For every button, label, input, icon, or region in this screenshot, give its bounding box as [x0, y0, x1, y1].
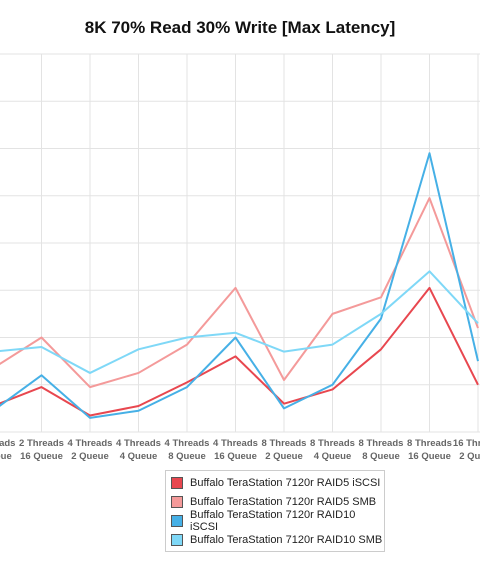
legend-swatch — [171, 514, 183, 527]
series-line — [0, 270, 479, 374]
x-tick-label: 4 Threads 8 Queue — [165, 438, 210, 462]
x-tick-label: 4 Threads 16 Queue — [213, 438, 258, 462]
legend-item[interactable]: Buffalo TeraStation 7120r RAID5 iSCSI — [166, 473, 384, 492]
legend-label: Buffalo TeraStation 7120r RAID5 SMB — [190, 495, 377, 508]
legend-item[interactable]: Buffalo TeraStation 7120r RAID10 SMB — [166, 530, 384, 549]
legend-swatch — [171, 476, 183, 489]
series-line — [0, 152, 479, 419]
legend-swatch — [171, 533, 183, 546]
x-tick-label: 8 Threads 8 Queue — [359, 438, 404, 462]
x-tick-label: 8 Threads 2 Queue — [262, 438, 307, 462]
legend-label: Buffalo TeraStation 7120r RAID5 iSCSI — [190, 476, 381, 489]
legend-item[interactable]: Buffalo TeraStation 7120r RAID10 iSCSI — [166, 508, 384, 533]
x-tick-label: 4 Threads 2 Queue — [68, 438, 113, 462]
legend-item[interactable]: Buffalo TeraStation 7120r RAID5 SMB — [166, 492, 384, 511]
grid — [0, 53, 480, 433]
series-lines — [0, 152, 479, 419]
x-tick-label: 8 Threads 16 Queue — [407, 438, 452, 462]
legend-label: Buffalo TeraStation 7120r RAID10 SMB — [190, 533, 383, 546]
chart-title: 8K 70% Read 30% Write [Max Latency] — [84, 18, 396, 37]
legend-swatch — [171, 495, 183, 508]
x-tick-label: 4 Threads 4 Queue — [116, 438, 161, 462]
x-tick-label: 8 Threads 4 Queue — [310, 438, 355, 462]
series-line — [0, 286, 479, 417]
legend: Buffalo TeraStation 7120r RAID5 iSCSI Bu… — [165, 470, 385, 552]
legend-label: Buffalo TeraStation 7120r RAID10 iSCSI — [190, 508, 356, 533]
x-tick-label: 2 Threads 16 Queue — [19, 438, 64, 462]
